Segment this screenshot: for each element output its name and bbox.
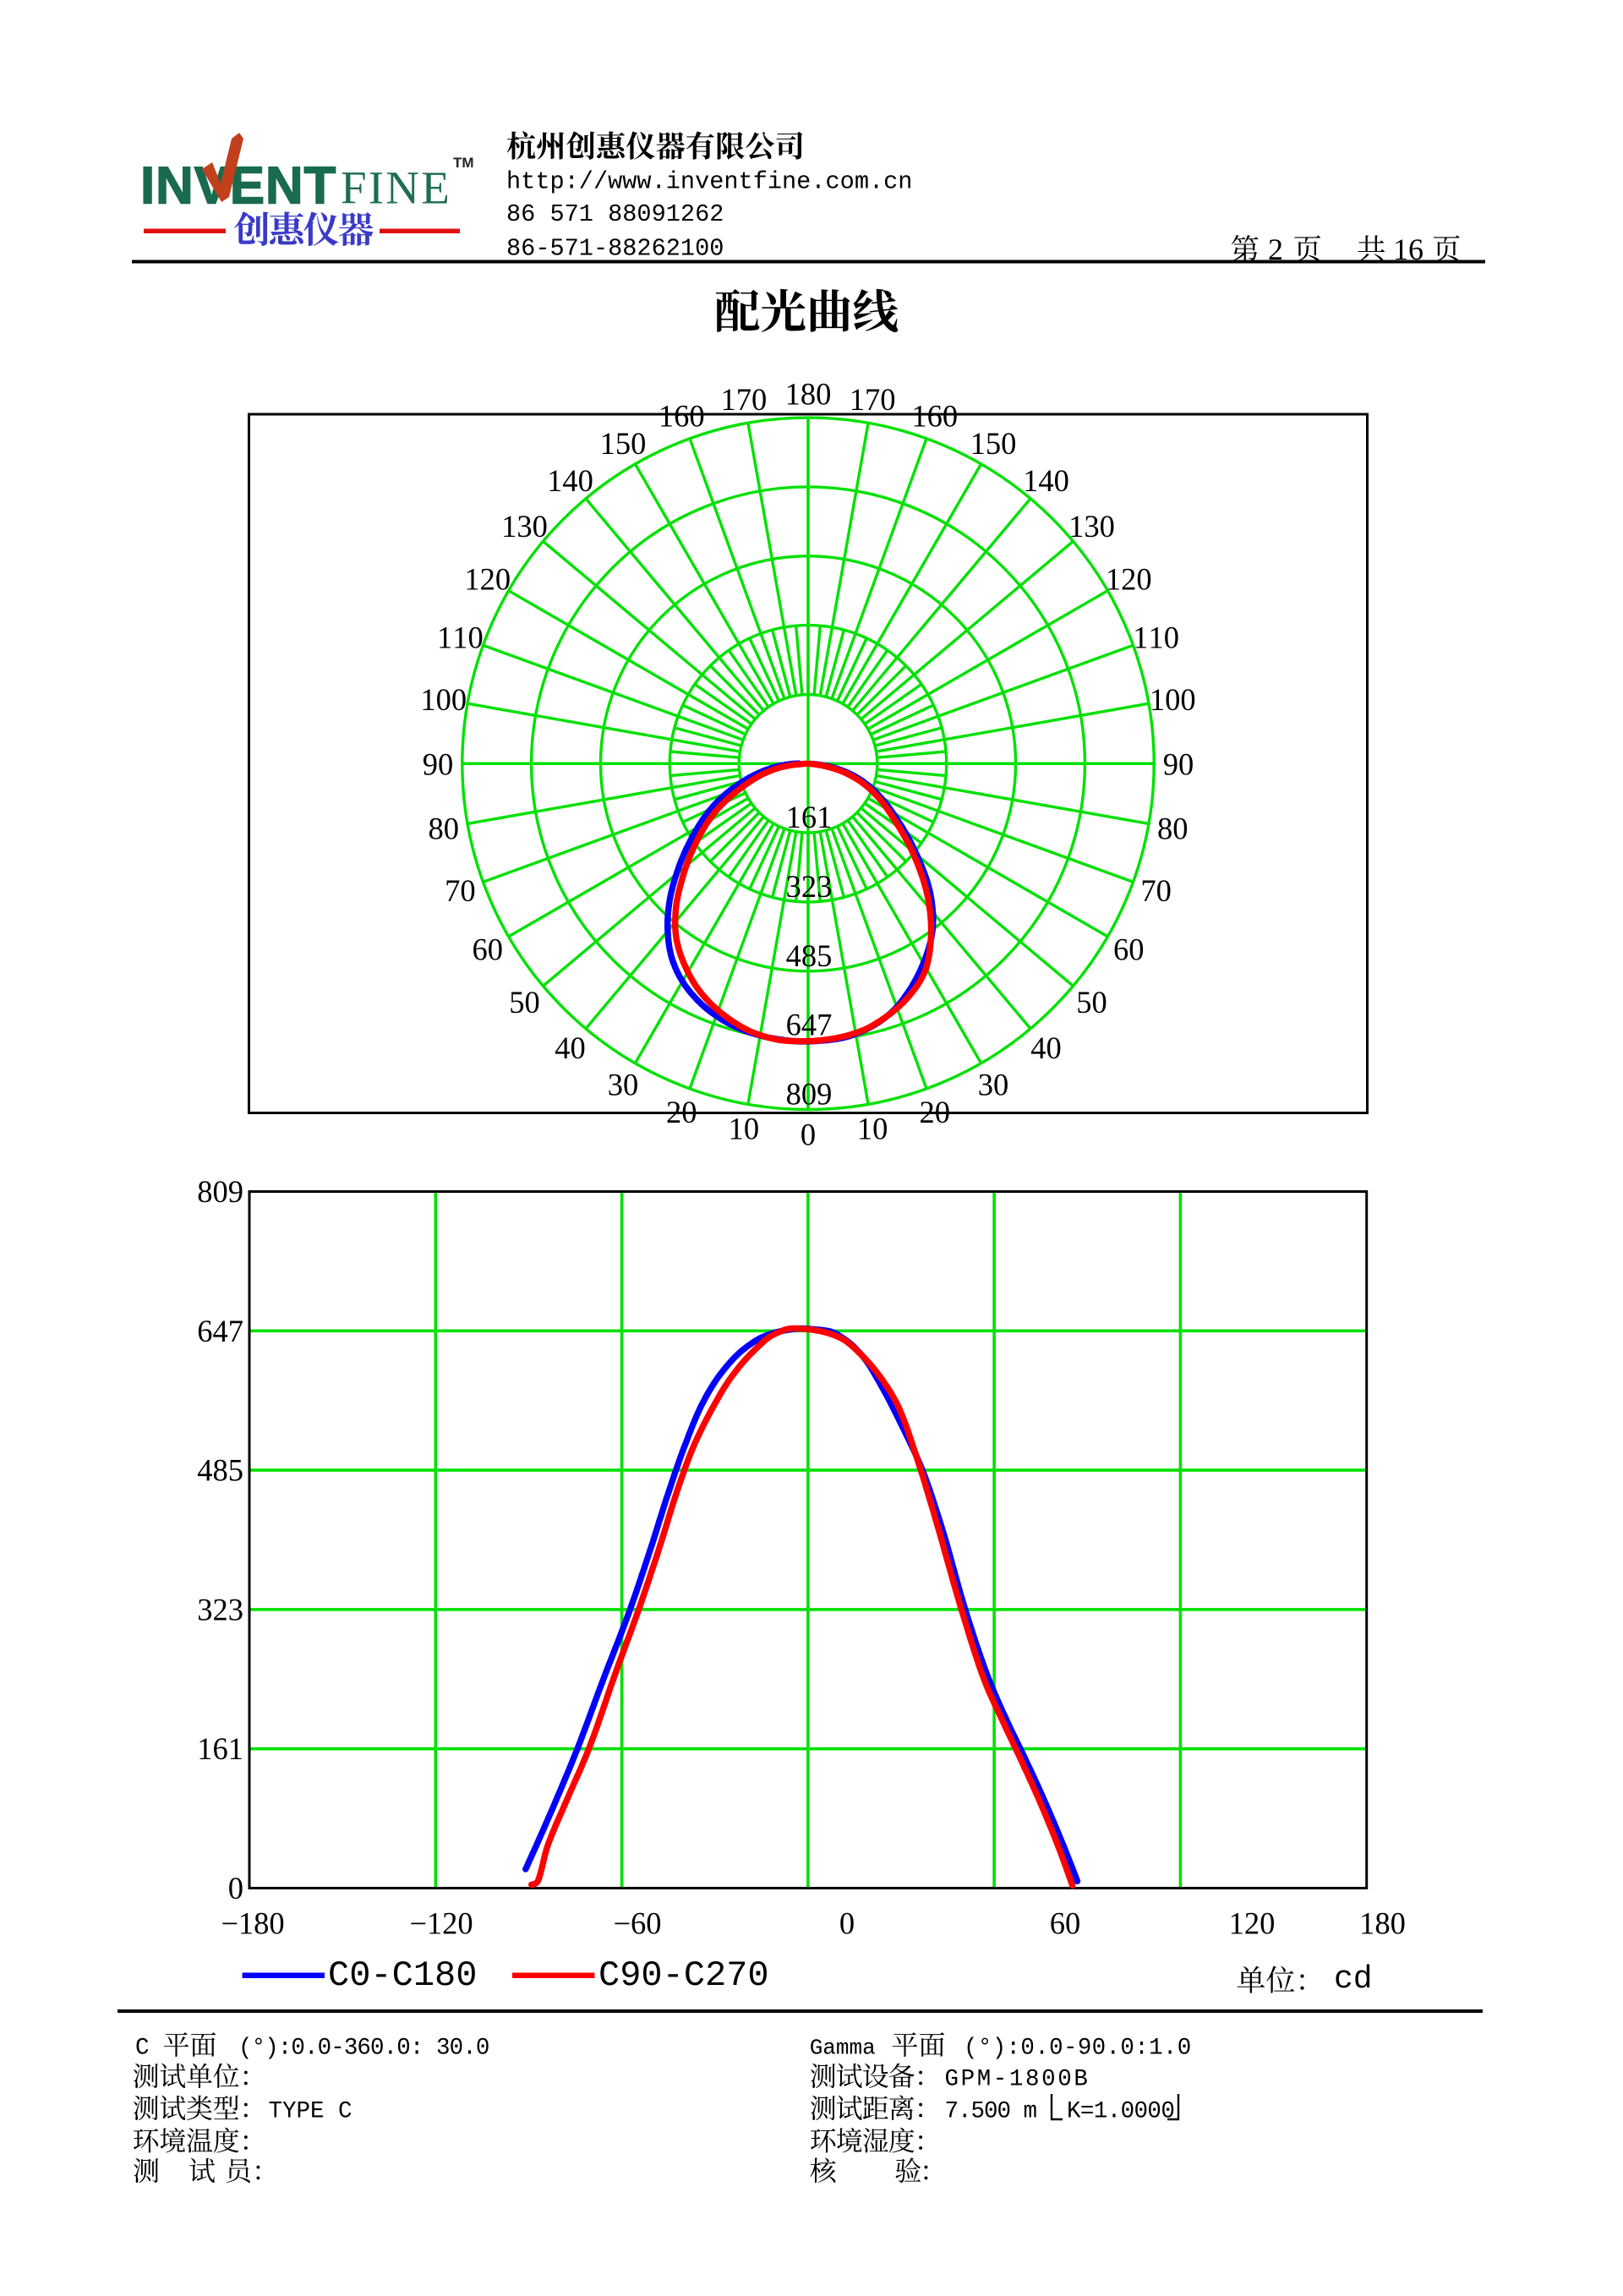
svg-text:180: 180: [1359, 1906, 1406, 1941]
svg-text:170: 170: [850, 382, 896, 417]
svg-text:647: 647: [786, 1008, 833, 1042]
svg-text:161: 161: [786, 800, 833, 834]
svg-text:180: 180: [785, 376, 832, 411]
svg-text:120: 120: [464, 561, 511, 596]
svg-text:40: 40: [555, 1030, 586, 1065]
svg-text:140: 140: [547, 463, 593, 498]
svg-text:130: 130: [501, 509, 548, 544]
svg-text:0: 0: [801, 1117, 816, 1151]
svg-text:80: 80: [1157, 811, 1189, 845]
svg-text:161: 161: [197, 1731, 243, 1766]
svg-text:160: 160: [658, 399, 705, 434]
svg-text:120: 120: [1229, 1906, 1276, 1941]
svg-text:809: 809: [197, 1174, 243, 1209]
svg-text:C90-C270: C90-C270: [598, 1955, 769, 1996]
svg-text:140: 140: [1023, 463, 1069, 498]
svg-text:50: 50: [509, 985, 540, 1020]
svg-text:150: 150: [970, 426, 1017, 461]
svg-text:20: 20: [920, 1095, 951, 1129]
svg-text:10: 10: [857, 1112, 888, 1146]
svg-text:40: 40: [1030, 1030, 1062, 1065]
svg-text:http://www.inventfine.com.cn: http://www.inventfine.com.cn: [506, 168, 912, 196]
svg-text:0: 0: [228, 1871, 243, 1905]
svg-text:INVENT: INVENT: [140, 157, 336, 216]
svg-text:86 571 88091262: 86 571 88091262: [506, 200, 724, 228]
svg-text:809: 809: [786, 1077, 833, 1112]
svg-text:70: 70: [445, 873, 476, 908]
svg-text:323: 323: [197, 1592, 243, 1626]
svg-text:120: 120: [1106, 561, 1152, 596]
svg-text:7.500 m: 7.500 m: [945, 2099, 1037, 2125]
svg-text:485: 485: [197, 1453, 243, 1488]
svg-text:−120: −120: [409, 1906, 473, 1941]
svg-text:170: 170: [721, 382, 768, 417]
svg-text:60: 60: [1113, 932, 1145, 966]
svg-text:C: C: [135, 2036, 150, 2062]
svg-text:160: 160: [911, 399, 958, 434]
svg-text:110: 110: [1133, 620, 1179, 655]
svg-text:90: 90: [423, 746, 454, 781]
svg-text:100: 100: [420, 682, 467, 717]
svg-text:70: 70: [1140, 873, 1172, 908]
svg-text:GPM-1800B: GPM-1800B: [945, 2067, 1090, 2093]
svg-text:50: 50: [1076, 985, 1107, 1020]
svg-text:−180: −180: [221, 1906, 284, 1941]
svg-text:2: 2: [1268, 232, 1283, 266]
svg-text:90: 90: [1163, 746, 1194, 781]
svg-text:485: 485: [786, 938, 833, 973]
svg-text:100: 100: [1150, 682, 1196, 717]
svg-text:60: 60: [472, 932, 503, 966]
svg-text:30: 30: [978, 1068, 1009, 1102]
svg-text:TM: TM: [453, 155, 474, 171]
svg-text:10: 10: [729, 1112, 760, 1146]
svg-text:K=1.0000: K=1.0000: [1067, 2099, 1174, 2125]
svg-text:30: 30: [608, 1068, 639, 1102]
svg-text:C0-C180: C0-C180: [328, 1955, 477, 1996]
svg-text:647: 647: [197, 1314, 243, 1348]
svg-text:−60: −60: [613, 1906, 661, 1941]
svg-text:150: 150: [600, 426, 647, 461]
svg-text:(°):0.0-90.0:1.0: (°):0.0-90.0:1.0: [964, 2036, 1192, 2062]
svg-text:323: 323: [786, 869, 833, 904]
svg-text:130: 130: [1068, 509, 1115, 544]
svg-text:(°):0.0-360.0: 30.0: (°):0.0-360.0: 30.0: [238, 2036, 489, 2062]
svg-text:0: 0: [839, 1906, 855, 1941]
svg-text:cd: cd: [1334, 1961, 1373, 1998]
svg-text:20: 20: [666, 1095, 697, 1129]
svg-text:110: 110: [437, 620, 484, 655]
svg-text:TYPE C: TYPE C: [269, 2099, 352, 2125]
svg-text:Gamma: Gamma: [810, 2036, 876, 2061]
svg-text:FINE: FINE: [341, 162, 451, 214]
svg-text:60: 60: [1050, 1906, 1081, 1941]
svg-text:80: 80: [428, 811, 459, 845]
svg-text:86-571-88262100: 86-571-88262100: [506, 235, 724, 263]
